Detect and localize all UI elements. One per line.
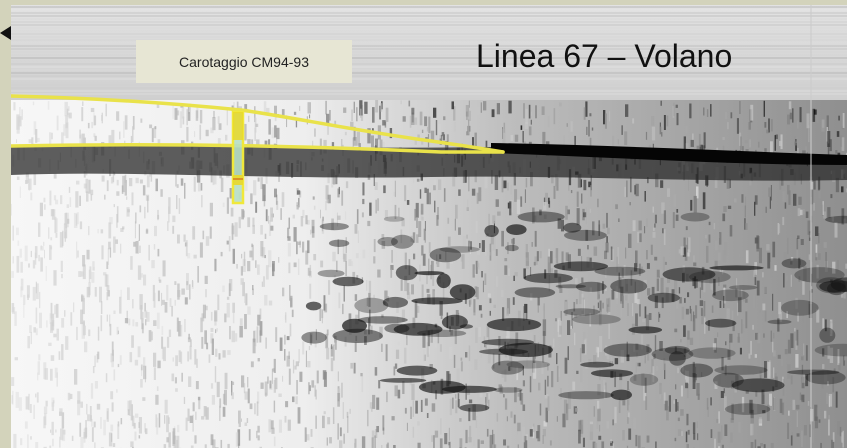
water-column-lines xyxy=(11,6,847,95)
slide-title: Linea 67 – Volano xyxy=(476,38,733,74)
reflector-texture xyxy=(11,100,847,448)
seismic-profile-image xyxy=(11,5,847,448)
seafloor-dark-band xyxy=(491,143,847,165)
core-lower-unit xyxy=(233,175,243,185)
corner-arrow-icon xyxy=(0,26,11,40)
core-caption-label: Carotaggio CM94-93 xyxy=(179,53,309,70)
upper-horizon-line xyxy=(11,94,505,154)
core-upper-unit xyxy=(233,112,243,140)
core-interior xyxy=(233,112,243,203)
core-caption-box: Carotaggio CM94-93 xyxy=(136,40,352,83)
seismic-profile-svg xyxy=(11,5,847,448)
